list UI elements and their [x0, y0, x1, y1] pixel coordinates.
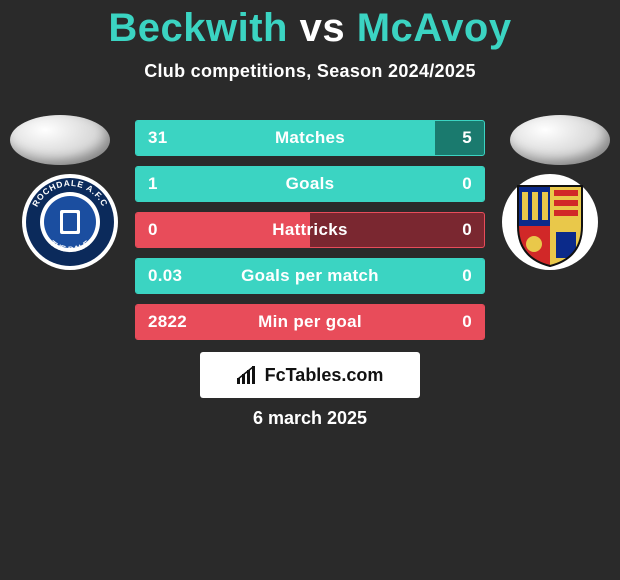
stat-label: Matches: [136, 121, 484, 155]
stat-row: 1Goals0: [135, 166, 485, 202]
stat-row: 31Matches5: [135, 120, 485, 156]
stat-row: 0.03Goals per match0: [135, 258, 485, 294]
club-crest-left: ROCHDALE A.F.C THE DALE: [20, 172, 120, 272]
page-title: Beckwith vs McAvoy: [0, 0, 620, 51]
stat-label: Min per goal: [136, 305, 484, 339]
stat-value-right: 0: [462, 259, 472, 293]
stat-label: Goals: [136, 167, 484, 201]
brand-badge: FcTables.com: [200, 352, 420, 398]
title-player-left: Beckwith: [108, 6, 288, 50]
brand-text: FcTables.com: [265, 365, 384, 386]
bar-chart-icon: [237, 366, 259, 384]
stat-value-right: 0: [462, 213, 472, 247]
stat-row: 0Hattricks0: [135, 212, 485, 248]
title-vs: vs: [300, 6, 346, 50]
stats-panel: 31Matches51Goals00Hattricks00.03Goals pe…: [135, 120, 485, 350]
avatar-placeholder-right: [510, 115, 610, 165]
stat-row: 2822Min per goal0: [135, 304, 485, 340]
stat-value-right: 5: [462, 121, 472, 155]
club-crest-right: [500, 172, 600, 272]
subtitle: Club competitions, Season 2024/2025: [0, 61, 620, 82]
stat-label: Goals per match: [136, 259, 484, 293]
stat-value-right: 0: [462, 167, 472, 201]
stat-value-right: 0: [462, 305, 472, 339]
date-text: 6 march 2025: [0, 408, 620, 429]
stat-label: Hattricks: [136, 213, 484, 247]
avatar-placeholder-left: [10, 115, 110, 165]
title-player-right: McAvoy: [357, 6, 512, 50]
